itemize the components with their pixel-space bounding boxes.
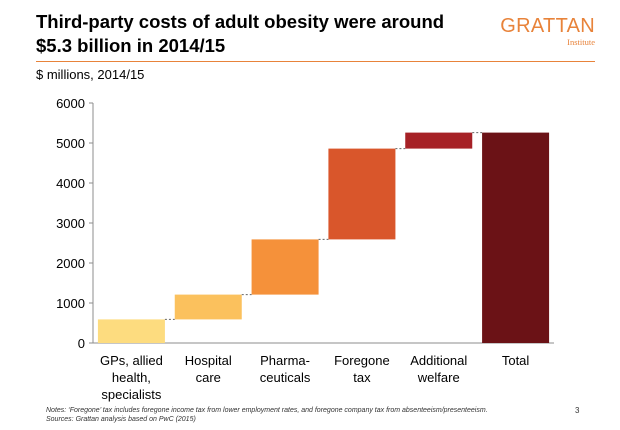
- category-label: Additional welfare: [410, 353, 467, 385]
- bar: [328, 148, 396, 240]
- category-label-line: specialists: [101, 387, 161, 402]
- chart-notes: Notes: ‘Foregone’ tax includes foregone …: [46, 406, 556, 424]
- page-number: 3: [575, 406, 580, 415]
- units-label: $ millions, 2014/15: [36, 67, 145, 82]
- category-label-line: care: [196, 370, 221, 385]
- y-tick-label: 1000: [56, 296, 85, 311]
- bar: [174, 294, 242, 320]
- category-label-line: GPs, allied: [100, 353, 163, 368]
- notes-line: Notes: ‘Foregone’ tax includes foregone …: [46, 407, 488, 414]
- category-label: Total: [502, 353, 530, 368]
- category-label-line: ceuticals: [260, 370, 311, 385]
- category-label-line: health,: [112, 370, 151, 385]
- category-label-line: Total: [502, 353, 530, 368]
- category-label: Hospital care: [185, 353, 232, 385]
- header-divider: [36, 61, 595, 62]
- grattan-logo: GRATTAN Institute: [483, 16, 595, 47]
- y-tick-label: 6000: [56, 96, 85, 111]
- bar: [251, 239, 319, 295]
- page-title: Third-party costs of adult obesity were …: [36, 10, 476, 58]
- y-tick-label: 5000: [56, 136, 85, 151]
- bar: [482, 132, 550, 343]
- title-line-2: $5.3 billion in 2014/15: [36, 35, 226, 56]
- bar: [97, 319, 165, 343]
- y-tick-label: 4000: [56, 176, 85, 191]
- y-tick-label: 3000: [56, 216, 85, 231]
- title-line-1: Third-party costs of adult obesity were …: [36, 11, 445, 32]
- bar: [405, 132, 473, 149]
- category-label-line: Pharma-: [260, 353, 310, 368]
- y-tick-label: 2000: [56, 256, 85, 271]
- sources-line: Sources: Grattan analysis based on PwC (…: [46, 416, 196, 423]
- logo-text: GRATTAN: [500, 15, 595, 37]
- category-label-line: Foregone: [334, 353, 390, 368]
- category-label: Foregone tax: [334, 353, 390, 385]
- category-label-line: Hospital: [185, 353, 232, 368]
- y-tick-label: 0: [78, 336, 85, 351]
- logo-subtext: Institute: [567, 37, 595, 47]
- category-label: GPs, allied health, specialists: [100, 353, 163, 402]
- category-label: Pharma-ceuticals: [260, 353, 311, 385]
- category-label-line: tax: [353, 370, 371, 385]
- category-label-line: Additional: [410, 353, 467, 368]
- category-label-line: welfare: [417, 370, 460, 385]
